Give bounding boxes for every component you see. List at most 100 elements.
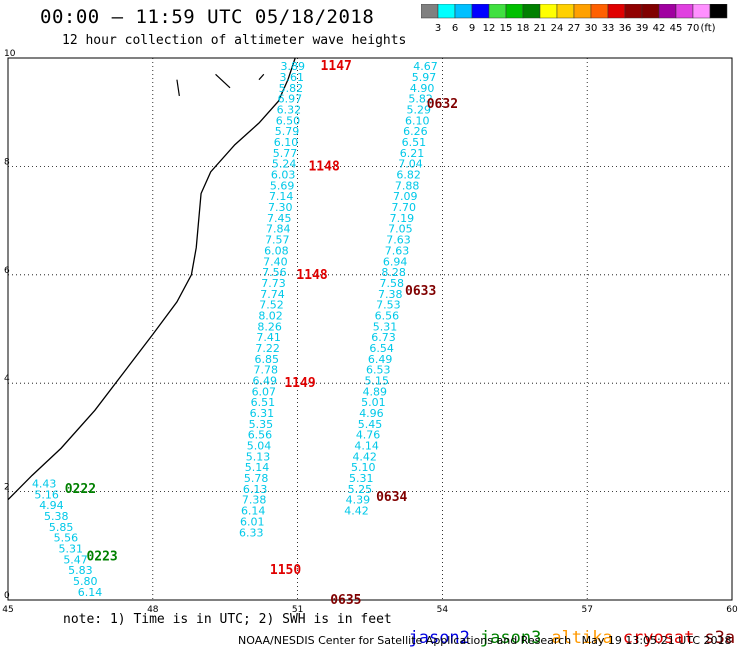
wave-height-value: 6.73 (371, 331, 396, 344)
wave-height-value: 5.80 (73, 575, 98, 588)
wave-height-value: 5.82 (408, 93, 433, 106)
x-tick-label: 48 (147, 605, 159, 615)
wave-height-value: 7.56 (262, 266, 287, 279)
wave-height-value: 4.42 (352, 450, 377, 463)
wave-height-value: 5.47 (63, 553, 88, 566)
pass-time-label: 0634 (376, 490, 407, 505)
wave-height-value: 5.31 (58, 543, 83, 556)
colorbar-label: 42 (653, 23, 666, 34)
wave-height-value: 7.22 (255, 342, 280, 355)
wave-height-value: 6.01 (240, 515, 265, 528)
credit-line: NOAA/NESDIS Center for Satellite Applica… (238, 634, 732, 647)
wave-height-value: 6.49 (253, 374, 278, 387)
wave-height-value: 7.63 (386, 234, 411, 247)
y-tick-label: 4 (4, 374, 10, 384)
wave-height-value: 5.45 (358, 418, 383, 431)
wave-height-value: 7.30 (268, 201, 293, 214)
wave-height-value: 6.14 (78, 586, 103, 599)
legend-s3a: s3a (704, 628, 736, 648)
wave-height-value: 5.31 (349, 472, 374, 485)
wave-height-value: 5.13 (246, 450, 271, 463)
colorbar-label: 9 (469, 23, 475, 34)
wave-height-value: 8.26 (257, 320, 282, 333)
wave-height-value: 6.49 (368, 353, 393, 366)
wave-height-value: 5.25 (348, 483, 373, 496)
coastline (7, 57, 296, 501)
wave-height-value: 7.38 (242, 494, 267, 507)
wave-height-value: 7.78 (253, 364, 278, 377)
colorbar-label: 30 (585, 23, 598, 34)
wave-height-value: 6.26 (403, 125, 428, 138)
y-tick-label: 2 (4, 483, 10, 493)
wave-height-value: 5.01 (361, 396, 386, 409)
pass-time-label: 0222 (65, 482, 96, 497)
island (176, 79, 180, 97)
x-tick-label: 54 (437, 605, 449, 615)
colorbar-label: (ft) (700, 23, 715, 34)
satellite-legend: jason2 jason3 altika cryosat s3a (388, 608, 740, 648)
pass-time-label: 1148 (308, 159, 339, 174)
wave-height-value: 5.15 (365, 374, 390, 387)
wave-height-value: 4.39 (346, 494, 371, 507)
wave-height-value: 5.85 (49, 521, 74, 534)
page-subtitle: 12 hour collection of altimeter wave hei… (62, 33, 407, 48)
wave-height-value: 5.78 (244, 472, 269, 485)
wave-height-value: 6.10 (405, 114, 430, 127)
colorbar-label: 12 (483, 23, 496, 34)
wave-height-value: 7.53 (376, 299, 401, 312)
wave-height-value: 4.76 (356, 429, 381, 442)
pass-time-label: 0223 (86, 550, 117, 565)
wave-height-value: 5.56 (54, 532, 79, 545)
wave-height-value: 5.77 (273, 147, 298, 160)
wave-height-value: 7.05 (388, 223, 413, 236)
wave-height-value: 6.50 (276, 114, 301, 127)
colorbar-label: 21 (534, 23, 547, 34)
wave-height-value: 5.31 (373, 320, 398, 333)
wave-height-value: 6.21 (400, 147, 425, 160)
wave-height-value: 6.03 (271, 169, 296, 182)
colorbar-label: 18 (517, 23, 530, 34)
wave-height-value: 3.61 (280, 71, 305, 84)
pass-time-label: 1148 (296, 268, 327, 283)
wave-height-value: 6.14 (241, 505, 266, 518)
colorbar-label: 27 (568, 23, 581, 34)
legend-jason2: jason2 (408, 628, 470, 648)
wave-height-value: 4.89 (363, 385, 388, 398)
legend-cryosat: cryosat (622, 628, 695, 648)
wave-height-value: 8.28 (381, 266, 406, 279)
wave-height-value: 7.38 (378, 288, 403, 301)
wave-height-value: 7.04 (398, 158, 423, 171)
wave-height-value: 7.09 (393, 190, 418, 203)
y-tick-label: 10 (4, 49, 16, 59)
wave-height-value: 7.70 (392, 201, 417, 214)
wave-height-value: 7.84 (266, 223, 291, 236)
colorbar-label: 33 (602, 23, 615, 34)
island (215, 73, 231, 89)
wave-height-value: 6.51 (251, 396, 276, 409)
wave-height-value: 6.51 (402, 136, 427, 149)
wave-height-value: 7.41 (256, 331, 281, 344)
colorbar-swatch (709, 4, 728, 19)
island (258, 73, 265, 81)
wave-height-value: 7.45 (267, 212, 292, 225)
wave-height-value: 6.32 (277, 103, 302, 116)
colorbar-label: 3 (435, 23, 441, 34)
wave-height-value: 6.94 (383, 255, 408, 268)
wave-height-value: 7.52 (259, 299, 284, 312)
x-tick-label: 57 (581, 605, 592, 615)
wave-height-value: 5.82 (279, 82, 304, 95)
wave-height-value: 4.42 (344, 505, 369, 518)
plot-frame (7, 57, 733, 601)
wave-height-value: 5.83 (68, 564, 93, 577)
wave-height-value: 6.08 (264, 244, 289, 257)
y-tick-label: 8 (4, 157, 10, 167)
wave-height-value: 7.63 (385, 244, 410, 257)
wave-height-value: 5.04 (247, 440, 272, 453)
footer-note: note: 1) Time is in UTC; 2) SWH is in fe… (63, 612, 392, 627)
wave-height-value: 4.43 (32, 477, 57, 490)
wave-height-value: 7.57 (265, 234, 290, 247)
x-tick-label: 45 (2, 605, 13, 615)
wave-height-value: 7.19 (390, 212, 415, 225)
wave-height-value: 4.94 (39, 499, 64, 512)
wave-height-value: 5.10 (351, 461, 376, 474)
